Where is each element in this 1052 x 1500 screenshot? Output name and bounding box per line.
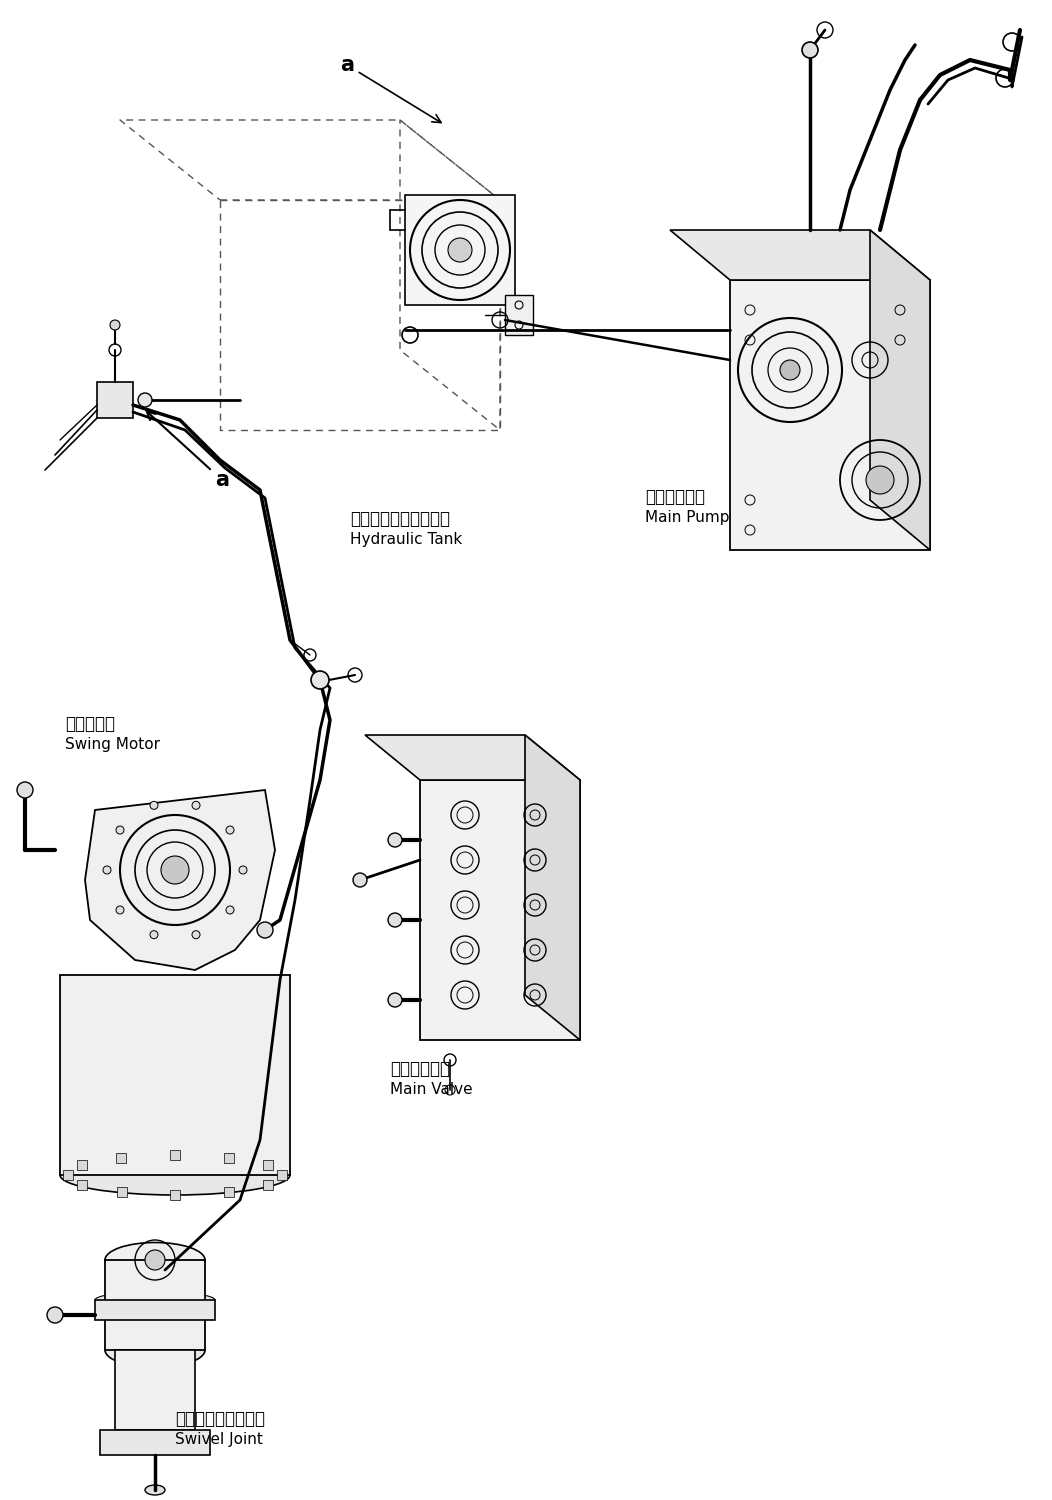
Circle shape [47,1306,63,1323]
Bar [223,1152,234,1162]
Circle shape [193,930,200,939]
Bar [223,1188,234,1197]
Circle shape [150,930,158,939]
Ellipse shape [60,1155,290,1196]
Circle shape [311,670,329,688]
Circle shape [866,466,894,494]
Bar [263,1160,272,1170]
Text: 旋回モータ: 旋回モータ [65,716,115,734]
Bar [277,1170,287,1180]
Circle shape [353,873,367,886]
Polygon shape [85,790,275,970]
Bar [78,1180,87,1190]
Text: スイベルジョイント: スイベルジョイント [175,1410,265,1428]
Text: Swivel Joint: Swivel Joint [175,1432,263,1448]
Circle shape [193,801,200,810]
Text: Swing Motor: Swing Motor [65,736,160,752]
Bar [117,1188,126,1197]
Circle shape [116,906,124,914]
Polygon shape [730,280,930,550]
Circle shape [103,865,112,874]
Text: a: a [340,56,441,123]
Ellipse shape [145,1485,165,1496]
Text: Main Pump: Main Pump [645,510,729,525]
Circle shape [138,393,151,406]
Circle shape [116,827,124,834]
Text: メインバルブ: メインバルブ [390,1060,450,1078]
Ellipse shape [95,1292,215,1308]
Circle shape [161,856,189,883]
Circle shape [448,238,472,262]
Circle shape [388,833,402,848]
Circle shape [150,801,158,810]
Polygon shape [420,780,580,1040]
Circle shape [17,782,33,798]
Circle shape [257,922,274,938]
Bar [63,1170,73,1180]
Polygon shape [670,230,930,280]
Bar [105,1260,205,1350]
Bar [95,1300,215,1320]
Bar [170,1190,180,1200]
Text: Hydraulic Tank: Hydraulic Tank [350,532,462,548]
Circle shape [388,914,402,927]
Bar [115,1350,195,1430]
Polygon shape [870,230,930,550]
Bar [170,1150,180,1160]
Bar [263,1180,272,1190]
Ellipse shape [105,1242,205,1278]
Polygon shape [365,735,580,780]
Circle shape [226,906,234,914]
Bar [60,975,290,1174]
Polygon shape [405,195,515,304]
Circle shape [145,1250,165,1270]
Bar [78,1160,87,1170]
Circle shape [110,320,120,330]
Circle shape [780,360,800,380]
Text: メインポンプ: メインポンプ [645,488,705,506]
Text: Main Valve: Main Valve [390,1082,472,1096]
Circle shape [239,865,247,874]
Polygon shape [525,735,580,1040]
Text: a: a [147,411,229,491]
Bar [117,1152,126,1162]
Bar [100,1430,210,1455]
Bar [97,382,133,418]
Circle shape [802,42,818,58]
Circle shape [226,827,234,834]
Ellipse shape [105,1332,205,1368]
Text: ハイドロリックタンク: ハイドロリックタンク [350,510,450,528]
Bar [505,296,533,334]
Circle shape [388,993,402,1006]
